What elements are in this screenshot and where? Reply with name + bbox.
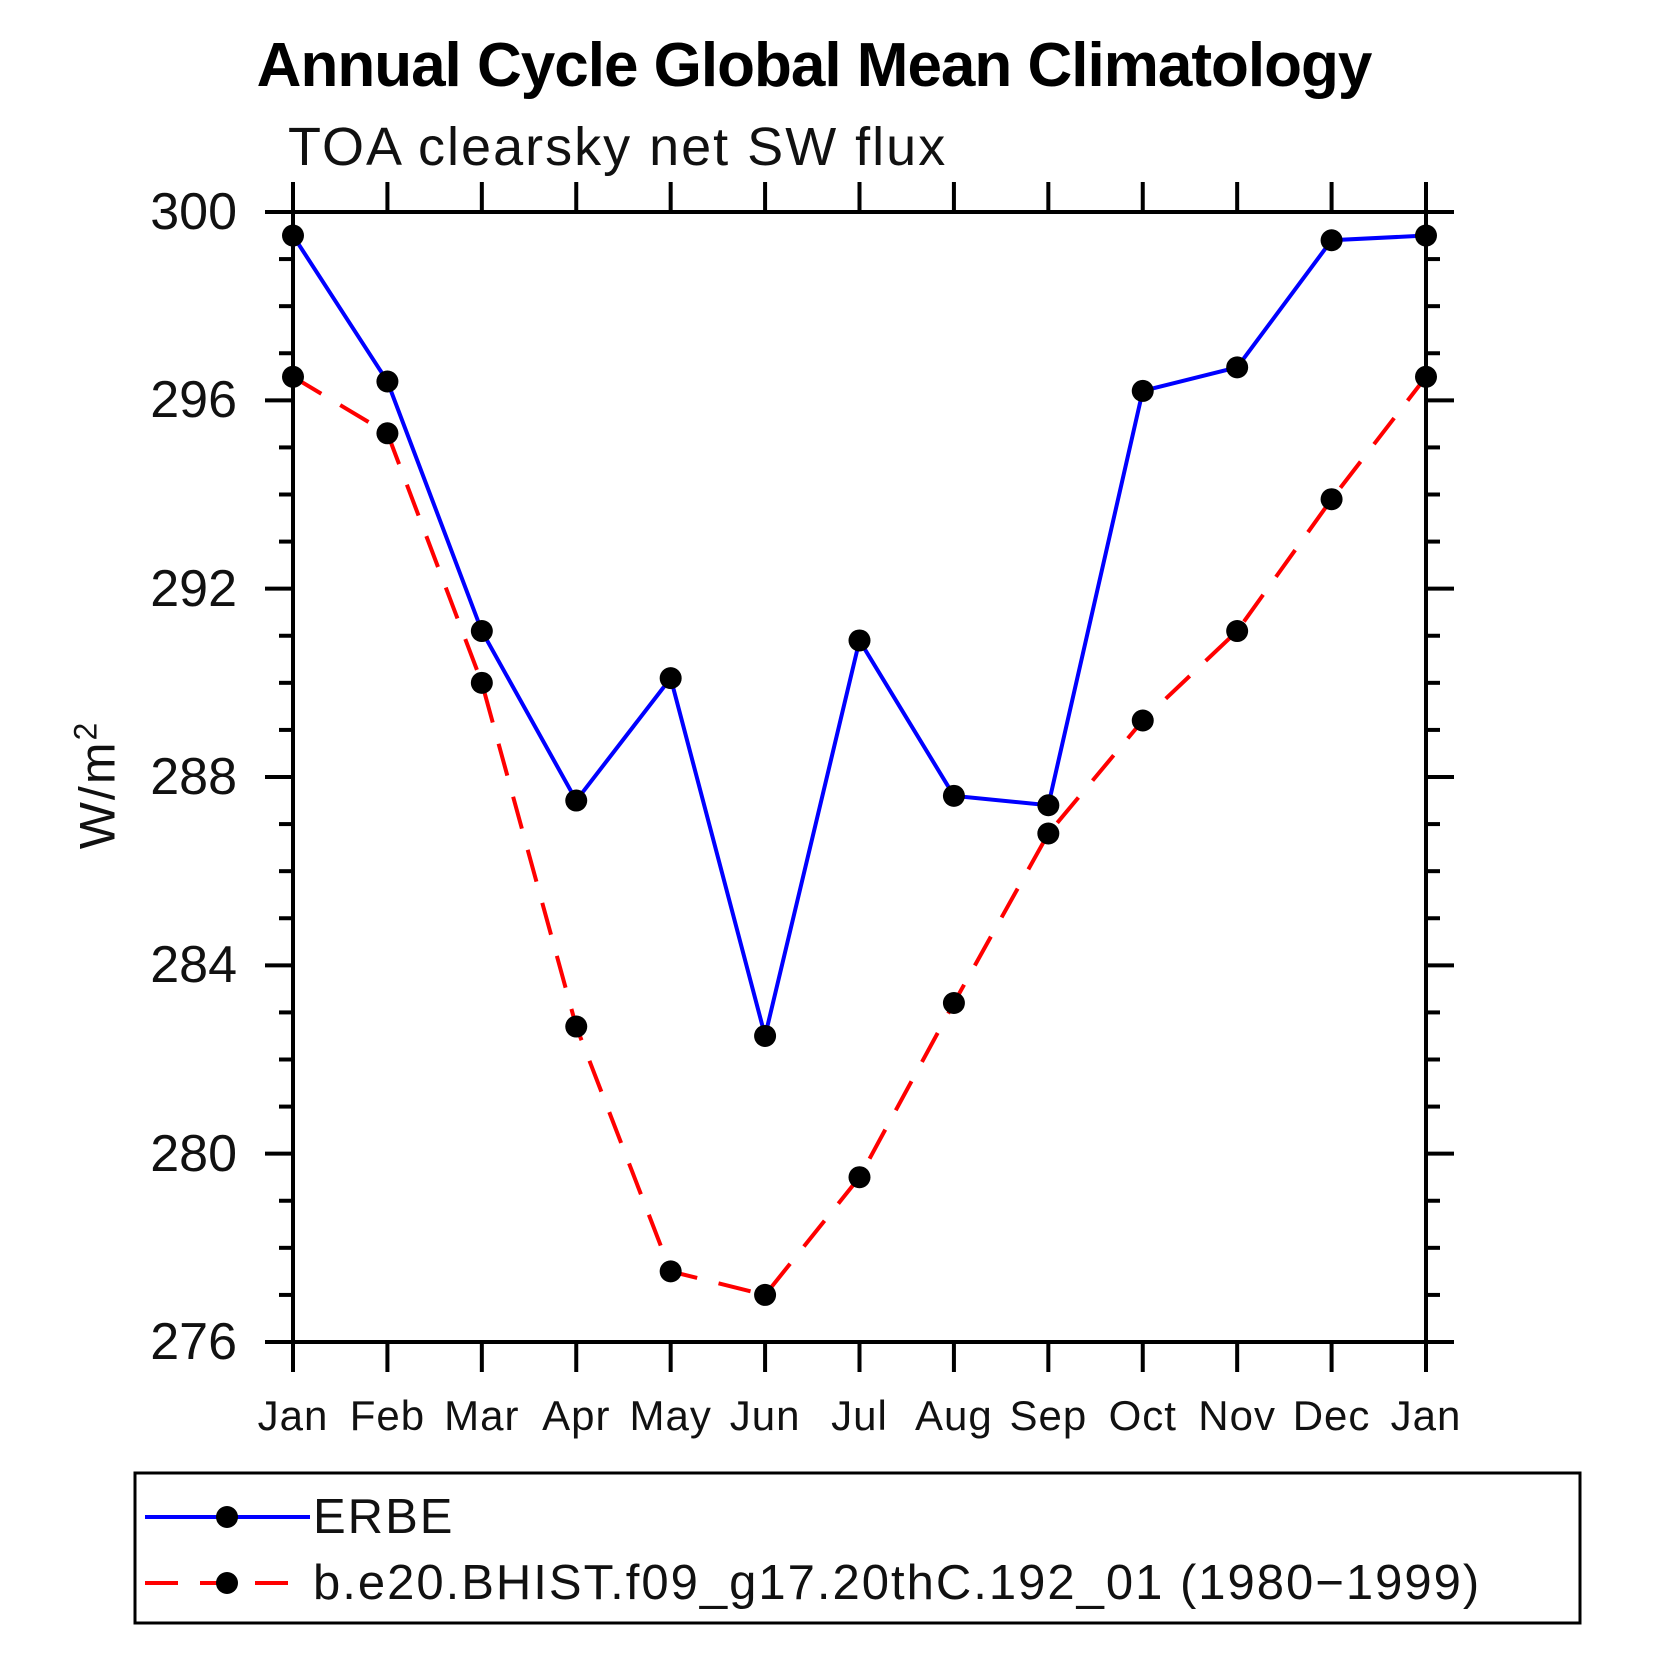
x-tick-label-11-Dec: Dec — [1292, 1392, 1371, 1439]
x-tick-label-9-Oct: Oct — [1108, 1392, 1177, 1439]
data-point-0-Dec — [1320, 229, 1343, 252]
legend-box — [133, 1471, 1582, 1625]
data-point-1-Sep — [1037, 822, 1060, 845]
y-axis-label-exponent: 2 — [67, 720, 104, 741]
data-point-0-Jul — [848, 629, 871, 652]
chart-subtitle: TOA clearsky net SW flux — [288, 117, 948, 177]
x-tick-label-6-Jul: Jul — [831, 1392, 888, 1439]
data-point-0-Jan — [1415, 224, 1437, 247]
y-tick-label-284: 284 — [150, 936, 237, 995]
data-point-1-Feb — [376, 422, 399, 445]
data-point-1-Mar — [470, 671, 493, 694]
x-tick-label-8-Sep: Sep — [1009, 1392, 1088, 1439]
x-tick-label-3-Apr: Apr — [542, 1392, 611, 1439]
data-point-1-Nov — [1226, 620, 1249, 643]
data-point-1-Jun — [754, 1283, 777, 1306]
series-line-1 — [291, 375, 1428, 1298]
legend-marker-0 — [216, 1506, 238, 1528]
data-point-0-Jan — [282, 224, 304, 247]
data-point-0-Sep — [1037, 794, 1060, 817]
x-tick-label-1-Feb: Feb — [349, 1392, 426, 1439]
data-point-1-Jan — [282, 365, 304, 388]
data-point-0-Nov — [1226, 356, 1249, 379]
data-point-0-Mar — [470, 620, 493, 643]
data-point-0-Apr — [565, 789, 588, 812]
data-point-1-May — [659, 1260, 682, 1283]
x-tick-label-0-Jan: Jan — [257, 1392, 329, 1439]
x-tick-label-2-Mar: Mar — [444, 1392, 520, 1439]
x-tick-label-7-Aug: Aug — [915, 1392, 993, 1439]
data-point-1-Oct — [1131, 709, 1154, 732]
data-point-1-Dec — [1320, 488, 1343, 511]
data-point-1-Jan — [1415, 365, 1437, 388]
chart-title: Annual Cycle Global Mean Climatology — [256, 31, 1373, 100]
x-tick-label-5-Jun: Jun — [729, 1392, 801, 1439]
x-tick-label-10-Nov: Nov — [1198, 1392, 1277, 1439]
data-point-1-Jul — [848, 1166, 871, 1189]
y-tick-label-276: 276 — [150, 1313, 237, 1371]
data-point-0-Feb — [376, 370, 399, 393]
y-tick-label-296: 296 — [150, 371, 237, 430]
data-point-1-Apr — [565, 1015, 588, 1038]
y-tick-label-292: 292 — [150, 559, 237, 618]
data-point-0-Jun — [754, 1024, 777, 1047]
legend-label-model: b.e20.BHIST.f09_g17.20thC.192_01 (1980−1… — [313, 1556, 1482, 1610]
data-point-1-Aug — [942, 992, 965, 1014]
x-tick-label-4-May: May — [629, 1392, 712, 1439]
data-point-0-May — [659, 667, 682, 690]
y-tick-label-288: 288 — [150, 748, 237, 806]
y-tick-label-280: 280 — [150, 1124, 237, 1183]
data-point-0-Oct — [1131, 379, 1154, 402]
legend-label-erbe: ERBE — [313, 1490, 455, 1544]
x-tick-label-12-Jan: Jan — [1390, 1392, 1462, 1439]
legend-marker-1 — [216, 1572, 238, 1594]
data-point-0-Aug — [942, 784, 965, 807]
y-tick-label-300: 300 — [150, 183, 237, 241]
